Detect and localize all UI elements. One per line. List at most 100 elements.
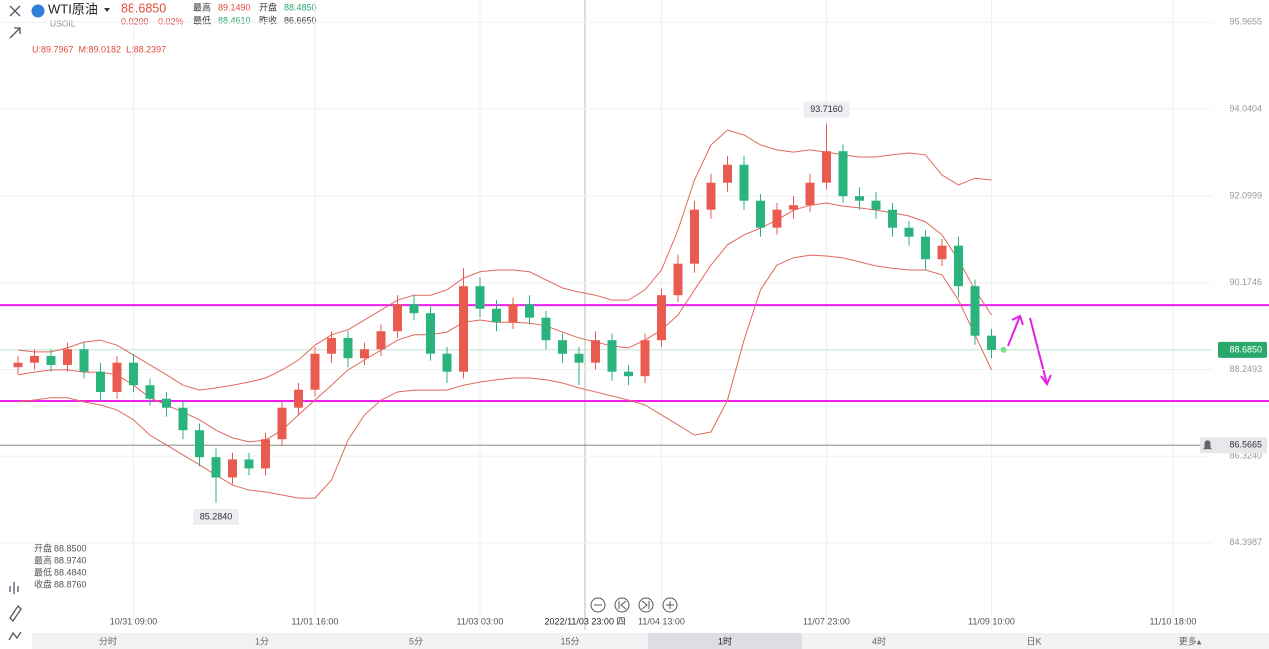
candle-body bbox=[409, 304, 419, 314]
candle-body bbox=[277, 407, 287, 440]
toolbar[interactable] bbox=[8, 5, 22, 641]
price: 88.6850 bbox=[121, 1, 166, 15]
tab[interactable]: 1时 bbox=[718, 635, 732, 646]
alert-box bbox=[1200, 437, 1267, 454]
x-tick-label: 11/01 16:00 bbox=[292, 616, 339, 626]
extreme-label-box bbox=[803, 101, 850, 118]
candle-body bbox=[789, 205, 798, 210]
candle-body bbox=[673, 263, 683, 296]
y-tick-label: 92.0999 bbox=[1229, 191, 1262, 201]
candle-body bbox=[112, 362, 122, 392]
last-price-dot bbox=[1000, 346, 1007, 353]
alert-label: 86.5665 bbox=[1229, 440, 1262, 450]
candle-body bbox=[640, 340, 650, 377]
candle-body bbox=[756, 200, 765, 228]
candle-body bbox=[211, 457, 221, 478]
candle-body bbox=[63, 349, 72, 365]
label: 昨收 bbox=[259, 14, 277, 25]
candle-body bbox=[475, 286, 485, 309]
code: USOIL bbox=[50, 18, 76, 28]
y-tick-label: 88.2493 bbox=[1229, 364, 1262, 374]
candle-body bbox=[195, 430, 204, 458]
candle-body bbox=[79, 349, 89, 372]
x-tick-label: 11/04 13:00 bbox=[638, 616, 685, 626]
label: 开盘 bbox=[259, 1, 277, 12]
x-tick-label: 11/07 23:00 bbox=[803, 616, 850, 626]
tab[interactable]: 更多▴ bbox=[1179, 635, 1202, 646]
candle-body bbox=[838, 151, 848, 197]
value: 88.4610 bbox=[218, 15, 251, 25]
info-label: 最低 bbox=[34, 566, 52, 577]
tab[interactable]: 分时 bbox=[99, 635, 117, 646]
candle-body bbox=[442, 353, 452, 372]
candle-body bbox=[871, 200, 881, 210]
info-value: 88.9740 bbox=[54, 555, 87, 565]
x-tick-label: 11/09 10:00 bbox=[968, 616, 1015, 626]
candle-body bbox=[376, 331, 386, 350]
candle-body bbox=[228, 459, 237, 478]
candle-body bbox=[96, 371, 105, 392]
candle-body bbox=[772, 209, 782, 228]
tab[interactable]: 4时 bbox=[872, 635, 886, 646]
candle-body bbox=[162, 398, 171, 408]
label: 最低 bbox=[193, 14, 211, 25]
symbol[interactable]: WTI原油 bbox=[48, 1, 98, 16]
candle-body bbox=[970, 286, 980, 336]
x-tick-label: 11/10 18:00 bbox=[1150, 616, 1197, 626]
candle-body bbox=[145, 385, 155, 399]
info-value: 88.8760 bbox=[54, 579, 87, 589]
candle-body bbox=[739, 164, 749, 201]
extreme-label: 93.7160 bbox=[810, 104, 843, 114]
tab[interactable]: 5分 bbox=[409, 636, 423, 646]
value: 89.1490 bbox=[218, 2, 251, 12]
info-value: 88.4840 bbox=[54, 567, 87, 577]
extreme-label-box bbox=[193, 508, 239, 525]
candle-body bbox=[607, 340, 617, 372]
tab[interactable]: 15分 bbox=[560, 636, 579, 646]
alert-bell bbox=[1203, 440, 1212, 450]
candle-body bbox=[327, 337, 336, 354]
tab[interactable]: 日K bbox=[1026, 636, 1041, 646]
candle-body bbox=[822, 151, 831, 183]
candle-body bbox=[690, 209, 699, 264]
candle-body bbox=[492, 308, 501, 323]
candle-body bbox=[987, 335, 996, 350]
candle-body bbox=[657, 295, 666, 341]
bb-legend: U:89.7967 M:89.0182 L:88.2397 bbox=[32, 44, 166, 54]
y-tick-label: 84.3987 bbox=[1229, 537, 1262, 547]
last-price-box bbox=[1218, 341, 1267, 358]
y-tick-label: 90.1746 bbox=[1229, 277, 1262, 287]
candle-body bbox=[723, 164, 732, 183]
candle-body bbox=[261, 439, 270, 469]
candle-body bbox=[310, 353, 320, 390]
y-tick-label: 95.9655 bbox=[1229, 17, 1262, 27]
dropdown-icon[interactable] bbox=[104, 8, 110, 12]
arrow-annotation bbox=[1007, 314, 1052, 386]
last-price-label: 88.6850 bbox=[1229, 344, 1262, 354]
candle-body bbox=[508, 304, 518, 323]
candle-body bbox=[954, 245, 963, 287]
candle-body bbox=[13, 362, 23, 368]
x-tick-label: 11/03 03:00 bbox=[457, 616, 504, 626]
candle-body bbox=[178, 407, 188, 431]
y-tick-label: 94.0404 bbox=[1229, 103, 1262, 113]
value: 88.4850 bbox=[284, 2, 317, 12]
candle-body bbox=[459, 286, 468, 372]
symbol-icon bbox=[31, 4, 45, 18]
tab[interactable]: 1分 bbox=[255, 636, 269, 646]
info-label: 收盘 bbox=[34, 578, 52, 589]
candle-body bbox=[921, 236, 930, 260]
candle-body bbox=[393, 304, 402, 332]
extreme-label: 85.2840 bbox=[200, 511, 233, 521]
candle-body bbox=[706, 182, 716, 210]
value: 86.6650 bbox=[284, 15, 317, 25]
candle-body bbox=[855, 196, 864, 201]
bollinger-lower bbox=[17, 254, 992, 499]
candle-body bbox=[525, 304, 534, 318]
nav-buttons[interactable] bbox=[590, 597, 678, 613]
tab-bar bbox=[32, 633, 1269, 649]
candle-body bbox=[541, 317, 551, 341]
x-tick-label: 10/31 09:00 bbox=[110, 616, 158, 626]
candle-body bbox=[46, 355, 56, 365]
